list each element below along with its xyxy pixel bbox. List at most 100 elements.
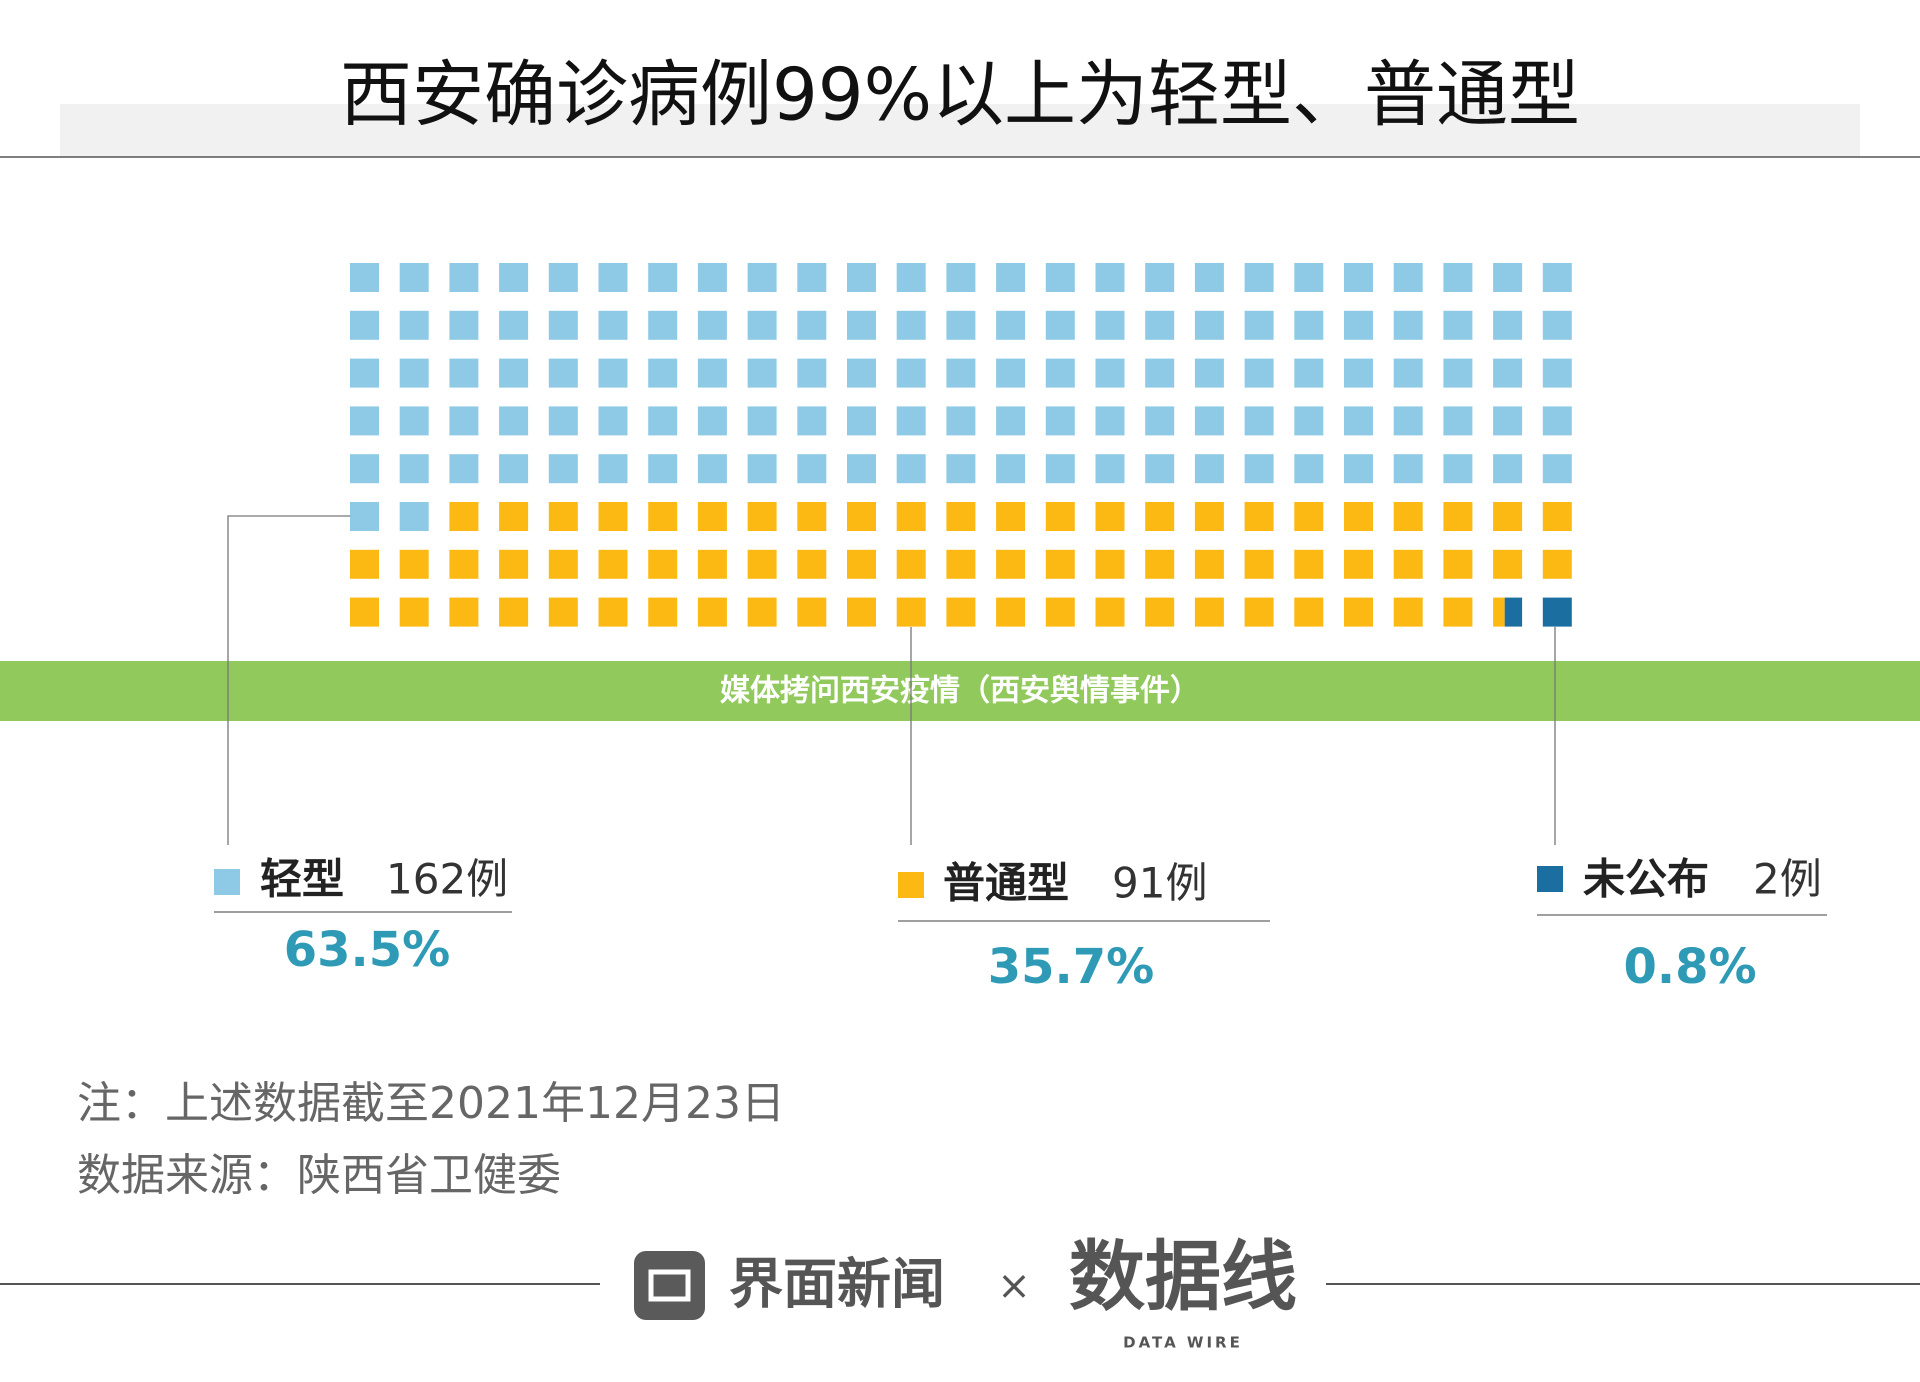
- waffle-cell: [1493, 406, 1523, 436]
- waffle-cell: [1244, 358, 1274, 388]
- waffle-cell: [499, 454, 529, 484]
- waffle-cell: [1145, 406, 1175, 436]
- waffle-cell: [598, 502, 628, 531]
- waffle-cell: [1194, 358, 1224, 388]
- waffle-cell: [1095, 502, 1125, 531]
- waffle-cell: [648, 358, 678, 388]
- waffle-cell: [697, 454, 727, 484]
- waffle-cell: [1344, 597, 1373, 627]
- waffle-cell: [996, 454, 1026, 484]
- waffle-cell: [350, 549, 379, 579]
- waffle-cell: [350, 358, 379, 388]
- waffle-cell: [350, 310, 379, 340]
- waffle-cell: [1294, 358, 1324, 388]
- waffle-cell: [449, 597, 479, 627]
- waffle-cell: [697, 549, 727, 579]
- waffle-cell: [1493, 310, 1523, 340]
- waffle-cell: [1393, 502, 1423, 531]
- waffle-cell: [747, 406, 777, 436]
- waffle-cell: [1493, 597, 1505, 627]
- waffle-cell: [1443, 358, 1473, 388]
- waffle-cell: [1244, 549, 1274, 579]
- waffle-cell: [598, 263, 628, 292]
- separator: ×: [997, 1263, 1031, 1309]
- waffle-cell: [697, 597, 727, 627]
- waffle-cell: [1443, 502, 1473, 531]
- waffle-cell: [399, 406, 429, 436]
- waffle-cell: [1443, 406, 1473, 436]
- waffle-cell: [449, 310, 479, 340]
- waffle-cell: [1145, 310, 1175, 340]
- waffle-cell: [1294, 549, 1324, 579]
- waffle-cell: [946, 406, 976, 436]
- waffle-cell: [499, 549, 529, 579]
- waffle-cell: [797, 454, 827, 484]
- waffle-cell: [1294, 310, 1324, 340]
- waffle-cell: [399, 310, 429, 340]
- waffle-cell: [598, 454, 628, 484]
- waffle-cell: [449, 502, 479, 531]
- waffle-cell: [896, 454, 926, 484]
- waffle-cell: [797, 263, 827, 292]
- waffle-cell: [747, 263, 777, 292]
- waffle-cell: [1194, 549, 1224, 579]
- waffle-cell: [747, 310, 777, 340]
- waffle-cell: [1344, 502, 1373, 531]
- waffle-cell: [847, 310, 876, 340]
- waffle-cell: [697, 502, 727, 531]
- waffle-cell: [1344, 310, 1373, 340]
- waffle-cell: [847, 549, 876, 579]
- waffle-cell: [996, 597, 1026, 627]
- waffle-cell: [1393, 310, 1423, 340]
- waffle-cell: [896, 358, 926, 388]
- waffle-cell: [847, 406, 876, 436]
- waffle-cell: [499, 406, 529, 436]
- waffle-cell: [1194, 310, 1224, 340]
- waffle-cell: [1194, 454, 1224, 484]
- waffle-cell: [1493, 358, 1523, 388]
- waffle-cell: [1244, 454, 1274, 484]
- waffle-cell: [1542, 263, 1572, 292]
- waffle-cell: [847, 597, 876, 627]
- waffle-cell: [399, 549, 429, 579]
- percent-label: 63.5%: [284, 922, 451, 978]
- waffle-cell: [896, 597, 926, 627]
- waffle-cell: [499, 502, 529, 531]
- waffle-cell: [996, 406, 1026, 436]
- waffle-cell: [548, 549, 578, 579]
- brand-icon-mark: [648, 1269, 691, 1302]
- waffle-cell: [1095, 358, 1125, 388]
- waffle-cell: [896, 263, 926, 292]
- waffle-cell: [1194, 502, 1224, 531]
- waffle-cell: [449, 406, 479, 436]
- waffle-cell: [499, 263, 529, 292]
- waffle-cell: [1194, 406, 1224, 436]
- waffle-cell: [747, 358, 777, 388]
- waffle-cell: [1443, 263, 1473, 292]
- waffle-cell: [548, 502, 578, 531]
- waffle-cell: [1095, 454, 1125, 484]
- waffle-cell: [1542, 502, 1572, 531]
- waffle-cell: [449, 454, 479, 484]
- waffle-cell: [1542, 597, 1572, 627]
- waffle-cell: [1244, 502, 1274, 531]
- waffle-cell: [1244, 263, 1274, 292]
- waffle-cell: [1443, 549, 1473, 579]
- waffle-cell: [847, 502, 876, 531]
- waffle-cell: [1294, 502, 1324, 531]
- waffle-cell: [1145, 454, 1175, 484]
- waffle-cell: [1542, 454, 1572, 484]
- waffle-cell: [648, 263, 678, 292]
- waffle-cell: [548, 406, 578, 436]
- waffle-cell: [946, 263, 976, 292]
- brand-name: 界面新闻: [729, 1253, 945, 1316]
- waffle-cell: [598, 597, 628, 627]
- waffle-cell: [1344, 406, 1373, 436]
- waffle-cell: [648, 549, 678, 579]
- banner-bar: [0, 661, 1920, 721]
- waffle-cell: [797, 502, 827, 531]
- waffle-cell: [1443, 597, 1473, 627]
- waffle-cell: [1095, 549, 1125, 579]
- waffle-cell: [1443, 454, 1473, 484]
- waffle-cell: [350, 454, 379, 484]
